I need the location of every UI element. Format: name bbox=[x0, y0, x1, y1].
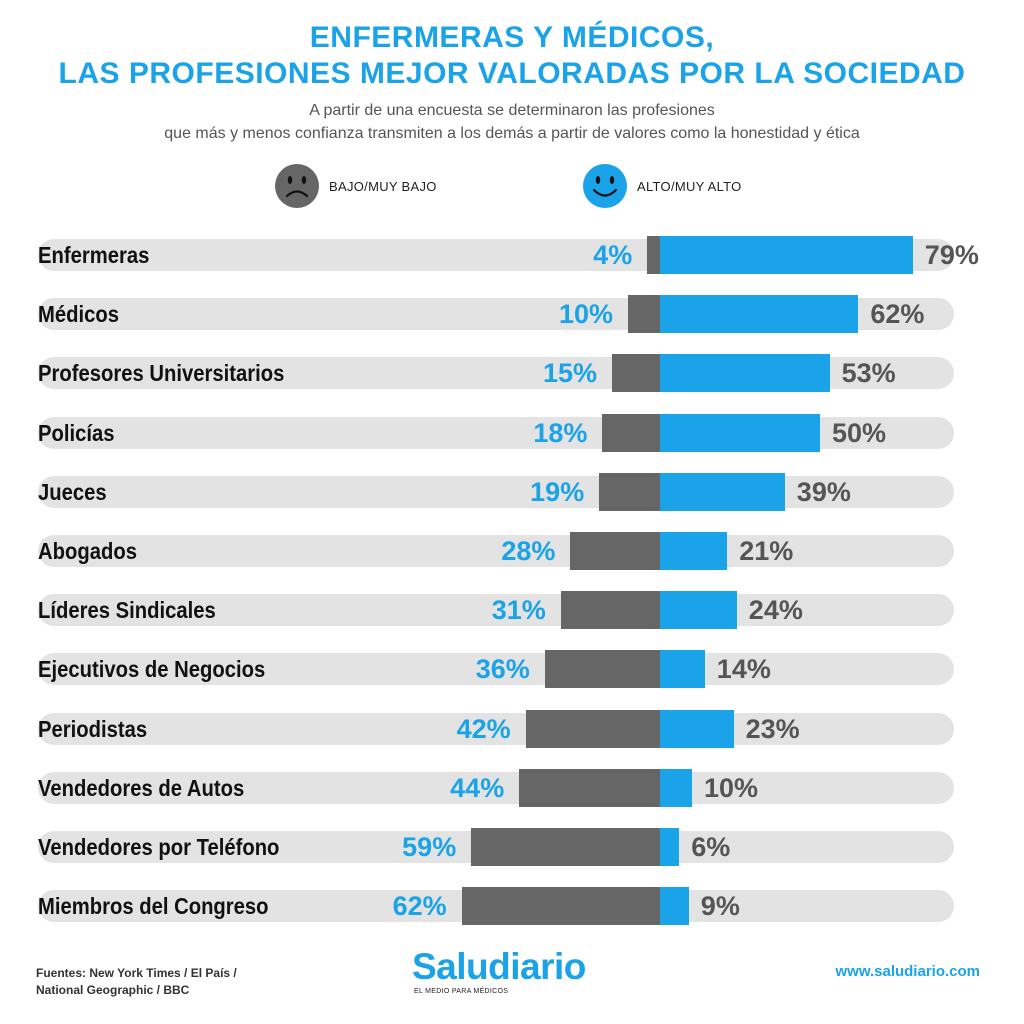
value-label-negative: 15% bbox=[542, 358, 597, 389]
bar-positive bbox=[660, 709, 734, 748]
category-label: Jueces bbox=[38, 478, 107, 505]
bar-negative bbox=[525, 709, 660, 748]
subtitle-line-2: que más y menos confianza transmiten a l… bbox=[164, 125, 860, 142]
chart-row: Periodistas 42% 23% bbox=[0, 709, 1024, 748]
bar-negative bbox=[628, 295, 660, 334]
value-label-negative: 31% bbox=[491, 595, 546, 626]
bar-negative bbox=[599, 472, 660, 511]
bar-track bbox=[38, 771, 954, 804]
value-label-negative: 19% bbox=[530, 476, 585, 507]
sources-line-1: Fuentes: New York Times / El País / bbox=[36, 966, 237, 980]
value-label-negative: 18% bbox=[533, 417, 588, 448]
sources: Fuentes: New York Times / El País / Nati… bbox=[36, 965, 237, 999]
legend-negative-label: BAJO/MUY BAJO bbox=[329, 178, 437, 194]
category-label: Miembros del Congreso bbox=[38, 893, 269, 920]
value-label-negative: 62% bbox=[392, 891, 447, 922]
value-label-negative: 42% bbox=[456, 713, 511, 744]
value-label-positive: 53% bbox=[841, 358, 896, 389]
value-label-negative: 44% bbox=[450, 772, 505, 803]
chart-row: Policías 18% 50% bbox=[0, 413, 1024, 452]
category-label: Médicos bbox=[38, 301, 119, 328]
bar-positive bbox=[660, 532, 728, 570]
chart-row: Miembros del Congreso 62% 9% bbox=[0, 887, 1024, 926]
bar-negative bbox=[612, 354, 660, 393]
value-label-negative: 10% bbox=[558, 299, 613, 330]
bar-track bbox=[38, 475, 954, 508]
chart-row: Abogados 28% 21% bbox=[0, 532, 1024, 570]
bar-track bbox=[38, 653, 954, 686]
bar-positive bbox=[660, 887, 689, 926]
value-label-negative: 28% bbox=[501, 536, 556, 566]
bar-positive bbox=[660, 295, 859, 334]
chart-row: Médicos 10% 62% bbox=[0, 295, 1024, 334]
value-label-positive: 9% bbox=[700, 891, 740, 922]
bar-negative bbox=[471, 828, 660, 866]
bar-positive bbox=[660, 828, 680, 866]
value-label-positive: 6% bbox=[691, 832, 731, 862]
bar-negative bbox=[647, 236, 660, 274]
website-url: www.saludiario.com bbox=[835, 963, 980, 980]
legend-negative: BAJO/MUY BAJO bbox=[274, 163, 437, 209]
brand-name: Saludiario bbox=[412, 946, 586, 987]
category-label: Ejecutivos de Negocios bbox=[38, 656, 266, 683]
bar-positive bbox=[660, 236, 913, 274]
legend-positive-label: ALTO/MUY ALTO bbox=[637, 178, 742, 194]
chart-row: Vendedores de Autos 44% 10% bbox=[0, 768, 1024, 807]
bar-positive bbox=[660, 354, 830, 393]
value-label-negative: 59% bbox=[402, 832, 457, 862]
bar-positive bbox=[660, 768, 692, 807]
category-label: Vendedores de Autos bbox=[38, 774, 245, 801]
value-label-negative: 4% bbox=[593, 240, 633, 270]
value-label-positive: 14% bbox=[716, 654, 771, 685]
bar-positive bbox=[660, 650, 705, 689]
value-label-positive: 23% bbox=[745, 713, 800, 744]
bar-positive bbox=[660, 591, 737, 630]
bar-negative bbox=[570, 532, 660, 570]
category-label: Enfermeras bbox=[38, 242, 150, 268]
value-label-positive: 24% bbox=[748, 595, 803, 626]
legend-positive: ALTO/MUY ALTO bbox=[582, 163, 742, 209]
chart-row: Líderes Sindicales 31% 24% bbox=[0, 591, 1024, 630]
bar-negative bbox=[461, 887, 660, 926]
chart-row: Profesores Universitarios 15% 53% bbox=[0, 354, 1024, 393]
category-label: Líderes Sindicales bbox=[38, 597, 216, 624]
chart-row: Enfermeras 4% 79% bbox=[0, 236, 1024, 274]
bar-track bbox=[38, 594, 954, 627]
bar-positive bbox=[660, 472, 785, 511]
brand-logo: Saludiario EL MEDIO PARA MÉDICOS bbox=[412, 946, 622, 995]
subtitle-line-1: A partir de una encuesta se determinaron… bbox=[309, 102, 715, 119]
category-label: Abogados bbox=[38, 538, 137, 564]
bar-track bbox=[38, 712, 954, 745]
value-label-positive: 10% bbox=[704, 772, 759, 803]
bar-track bbox=[38, 535, 954, 567]
bar-negative bbox=[544, 650, 660, 689]
brand-tagline: EL MEDIO PARA MÉDICOS bbox=[414, 988, 509, 995]
chart-row: Jueces 19% 39% bbox=[0, 472, 1024, 511]
category-label: Periodistas bbox=[38, 715, 148, 742]
happy-face-icon bbox=[583, 164, 627, 208]
category-label: Vendedores por Teléfono bbox=[38, 834, 280, 860]
chart-row: Ejecutivos de Negocios 36% 14% bbox=[0, 650, 1024, 689]
bar-positive bbox=[660, 413, 820, 452]
bar-negative bbox=[602, 413, 660, 452]
bar-negative bbox=[560, 591, 660, 630]
value-label-negative: 36% bbox=[475, 654, 530, 685]
value-label-positive: 62% bbox=[870, 299, 925, 330]
title-line-2: LAS PROFESIONES MEJOR VALORADAS POR LA S… bbox=[58, 57, 966, 90]
sources-line-2: National Geographic / BBC bbox=[36, 983, 190, 997]
sad-face-icon bbox=[275, 164, 319, 208]
value-label-positive: 79% bbox=[924, 240, 979, 270]
category-label: Profesores Universitarios bbox=[38, 360, 285, 387]
value-label-positive: 39% bbox=[796, 476, 851, 507]
title-line-1: ENFERMERAS Y MÉDICOS, bbox=[309, 21, 715, 54]
value-label-positive: 50% bbox=[832, 417, 887, 448]
bar-negative bbox=[519, 768, 660, 807]
category-label: Policías bbox=[38, 419, 115, 446]
chart-row: Vendedores por Teléfono 59% 6% bbox=[0, 828, 1024, 866]
value-label-positive: 21% bbox=[739, 536, 794, 566]
